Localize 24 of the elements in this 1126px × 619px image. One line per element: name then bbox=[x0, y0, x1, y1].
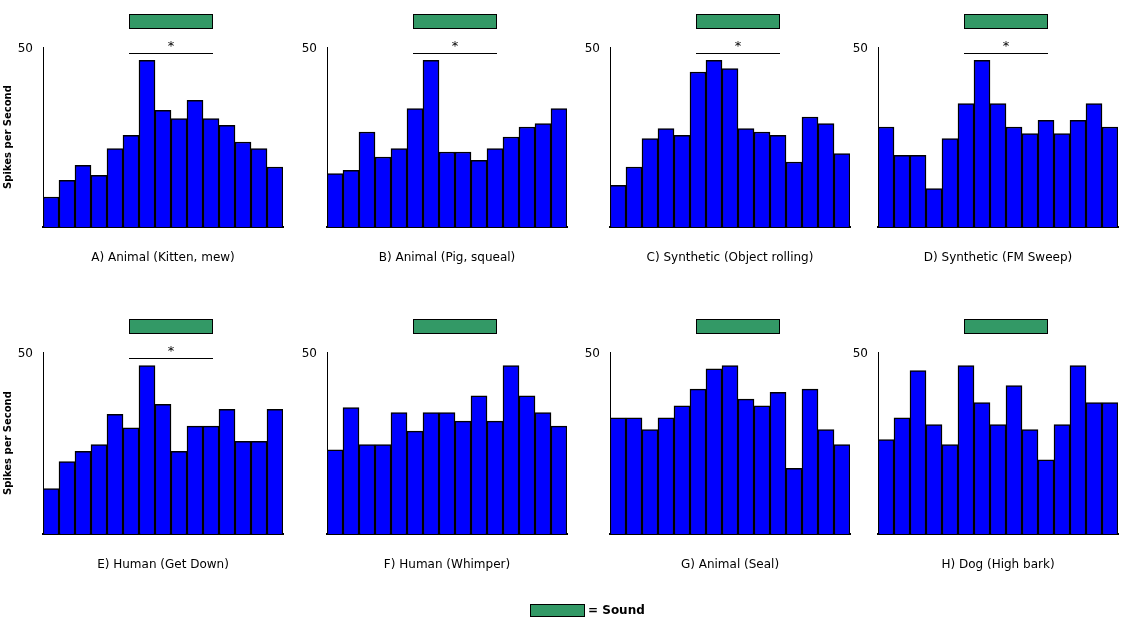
text: 50 bbox=[17, 41, 33, 56]
x-axis-title: D) Synthetic (FM Sweep) bbox=[923, 249, 1073, 264]
text: 50 bbox=[301, 346, 317, 361]
y-axis-title: Spikes per Second bbox=[1, 85, 13, 189]
text: 50 bbox=[852, 346, 868, 361]
text: * bbox=[1002, 37, 1010, 53]
text: * bbox=[167, 37, 175, 53]
text: 50 bbox=[584, 41, 600, 56]
x-axis-title: B) Animal (Pig, squeal) bbox=[378, 249, 516, 264]
x-axis-title: G) Animal (Seal) bbox=[680, 556, 780, 571]
text: * bbox=[167, 342, 175, 358]
text: 50 bbox=[584, 346, 600, 361]
x-axis-title: A) Animal (Kitten, mew) bbox=[91, 249, 235, 264]
x-axis-title: E) Human (Get Down) bbox=[97, 556, 229, 571]
text: = Sound bbox=[588, 603, 645, 617]
x-axis-title: F) Human (Whimper) bbox=[383, 556, 511, 571]
text: 50 bbox=[17, 346, 33, 361]
text: 50 bbox=[852, 41, 868, 56]
y-axis-title: Spikes per Second bbox=[1, 391, 13, 495]
x-axis-title: C) Synthetic (Object rolling) bbox=[646, 249, 814, 264]
text: * bbox=[451, 37, 459, 53]
text: * bbox=[734, 37, 742, 53]
x-axis-title: H) Dog (High bark) bbox=[941, 556, 1055, 571]
text: 50 bbox=[301, 41, 317, 56]
